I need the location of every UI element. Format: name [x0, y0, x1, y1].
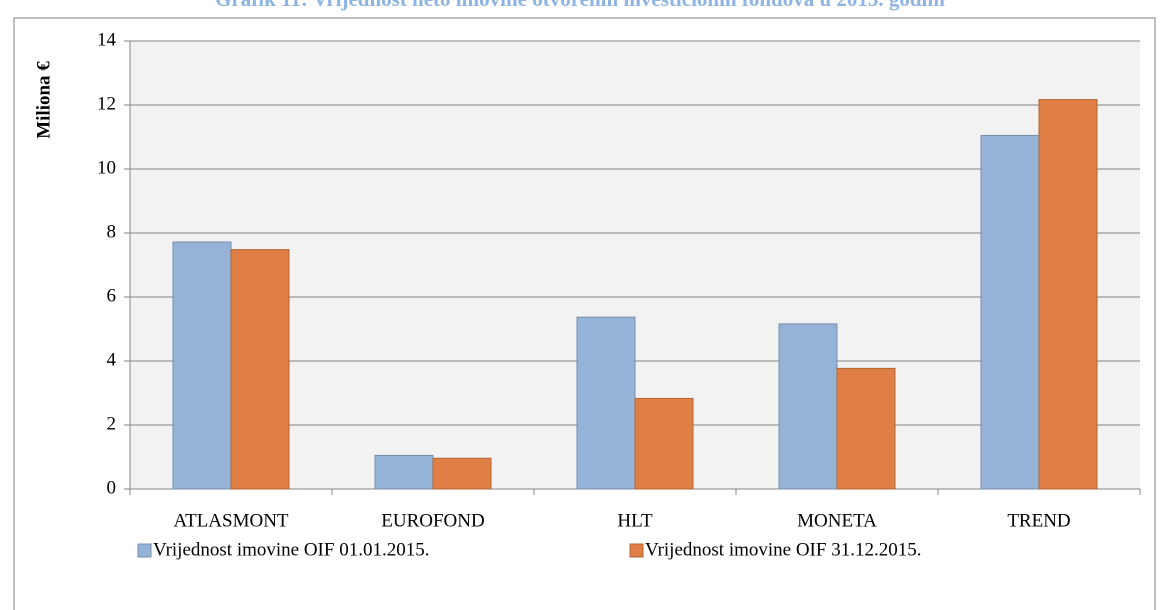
bar — [374, 454, 434, 490]
x-tick-label: MONETA — [797, 510, 877, 531]
bar — [432, 457, 492, 490]
bar — [634, 397, 694, 490]
y-axis-label: Miliona € — [33, 61, 54, 139]
y-tick-label: 2 — [107, 413, 117, 434]
x-tick-label: EUROFOND — [381, 510, 484, 531]
chart-title: Grafik 11: Vrijednost neto imovine otvor… — [215, 0, 945, 11]
bar — [778, 323, 838, 490]
x-tick-label: TREND — [1007, 510, 1070, 531]
bar — [172, 241, 232, 490]
y-tick-label: 0 — [107, 477, 117, 498]
y-tick-label: 10 — [97, 157, 116, 178]
x-tick-label: ATLASMONT — [173, 510, 288, 531]
x-tick-label: HLT — [617, 510, 653, 531]
bar — [836, 367, 896, 490]
legend-label: Vrijednost imovine OIF 01.01.2015. — [153, 539, 429, 560]
legend-label: Vrijednost imovine OIF 31.12.2015. — [645, 539, 921, 560]
bar — [1038, 99, 1098, 490]
bar — [980, 134, 1040, 490]
y-tick-label: 8 — [107, 221, 117, 242]
bar — [230, 249, 290, 490]
y-tick-label: 12 — [97, 93, 116, 114]
bar — [576, 316, 636, 490]
y-tick-label: 4 — [107, 349, 117, 370]
legend-swatch — [629, 543, 644, 558]
legend-swatch — [137, 543, 152, 558]
y-tick-label: 6 — [107, 285, 117, 306]
y-tick-label: 14 — [97, 29, 117, 50]
